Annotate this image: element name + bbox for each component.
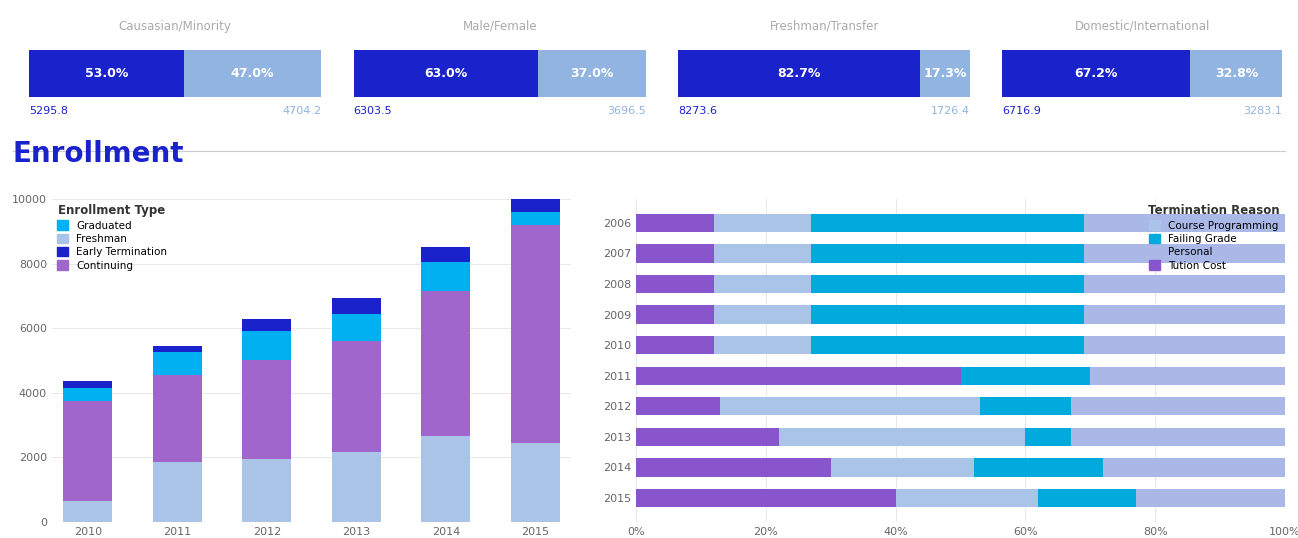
Text: 8273.6: 8273.6 [679, 105, 718, 116]
Bar [1071, 428, 1285, 446]
Bar [243, 360, 291, 459]
Text: 5295.8: 5295.8 [30, 105, 69, 116]
Bar [1084, 306, 1285, 324]
FancyBboxPatch shape [679, 50, 920, 97]
FancyBboxPatch shape [184, 50, 322, 97]
Bar [974, 458, 1103, 477]
Text: Domestic/International: Domestic/International [1075, 19, 1210, 32]
Bar [1090, 366, 1285, 385]
Bar [811, 275, 1084, 293]
Bar [1136, 489, 1285, 507]
Bar [636, 397, 720, 415]
Text: Freshman/Transfer: Freshman/Transfer [770, 19, 879, 32]
Text: 6716.9: 6716.9 [1002, 105, 1041, 116]
Text: 3283.1: 3283.1 [1243, 105, 1282, 116]
Bar [811, 306, 1084, 324]
Bar [64, 401, 113, 501]
Bar [421, 262, 470, 291]
Text: 3696.5: 3696.5 [607, 105, 646, 116]
FancyBboxPatch shape [537, 50, 646, 97]
Bar [636, 275, 714, 293]
Bar [831, 458, 974, 477]
Bar [1025, 428, 1071, 446]
FancyBboxPatch shape [353, 50, 537, 97]
Bar [811, 214, 1084, 232]
Bar [64, 501, 113, 522]
Bar [153, 375, 202, 462]
Bar [714, 275, 811, 293]
FancyBboxPatch shape [1002, 50, 1190, 97]
Bar [811, 244, 1084, 263]
Bar [896, 489, 1038, 507]
Bar [332, 298, 380, 314]
Bar [1084, 336, 1285, 355]
Bar [510, 212, 559, 225]
Legend: Course Programming, Failing Grade, Personal, Tution Cost: Course Programming, Failing Grade, Perso… [1149, 204, 1280, 271]
Bar [714, 214, 811, 232]
Text: 67.2%: 67.2% [1075, 67, 1118, 80]
Bar [636, 366, 961, 385]
Bar [1038, 489, 1136, 507]
FancyBboxPatch shape [1190, 50, 1282, 97]
Bar [714, 336, 811, 355]
Bar [779, 428, 1025, 446]
Bar [332, 452, 380, 522]
Bar [636, 306, 714, 324]
FancyBboxPatch shape [920, 50, 971, 97]
Bar [980, 397, 1071, 415]
Text: Causasian/Minority: Causasian/Minority [119, 19, 231, 32]
Bar [1084, 244, 1285, 263]
Text: 37.0%: 37.0% [570, 67, 614, 80]
Bar [510, 199, 559, 212]
Bar [153, 352, 202, 375]
Bar [1103, 458, 1285, 477]
Bar [64, 388, 113, 401]
Bar [636, 458, 831, 477]
Bar [243, 331, 291, 360]
Bar [1084, 275, 1285, 293]
Bar [510, 443, 559, 522]
Bar [243, 319, 291, 331]
Text: 17.3%: 17.3% [923, 67, 967, 80]
Bar [421, 247, 470, 262]
Text: 63.0%: 63.0% [424, 67, 467, 80]
Bar [636, 214, 714, 232]
Bar [421, 291, 470, 436]
Bar [961, 366, 1090, 385]
Text: 1726.4: 1726.4 [931, 105, 971, 116]
Bar [714, 244, 811, 263]
Text: 53.0%: 53.0% [84, 67, 129, 80]
Text: Male/Female: Male/Female [462, 19, 537, 32]
Bar [636, 428, 779, 446]
Bar [811, 336, 1084, 355]
Text: 4704.2: 4704.2 [282, 105, 322, 116]
Bar [332, 314, 380, 341]
Bar [720, 397, 980, 415]
Bar [153, 462, 202, 522]
Text: 82.7%: 82.7% [778, 67, 820, 80]
Bar [636, 489, 896, 507]
Bar [636, 336, 714, 355]
Bar [153, 346, 202, 352]
Bar [636, 244, 714, 263]
Bar [64, 381, 113, 388]
Text: 6303.5: 6303.5 [353, 105, 392, 116]
Text: 32.8%: 32.8% [1215, 67, 1258, 80]
Legend: Graduated, Freshman, Early Termination, Continuing: Graduated, Freshman, Early Termination, … [57, 204, 167, 271]
Bar [1071, 397, 1285, 415]
Text: 47.0%: 47.0% [231, 67, 274, 80]
FancyBboxPatch shape [30, 50, 184, 97]
Bar [421, 436, 470, 522]
Bar [332, 341, 380, 452]
Bar [714, 306, 811, 324]
Text: Enrollment: Enrollment [13, 140, 184, 168]
Bar [1084, 214, 1285, 232]
Bar [243, 459, 291, 522]
Bar [510, 225, 559, 443]
